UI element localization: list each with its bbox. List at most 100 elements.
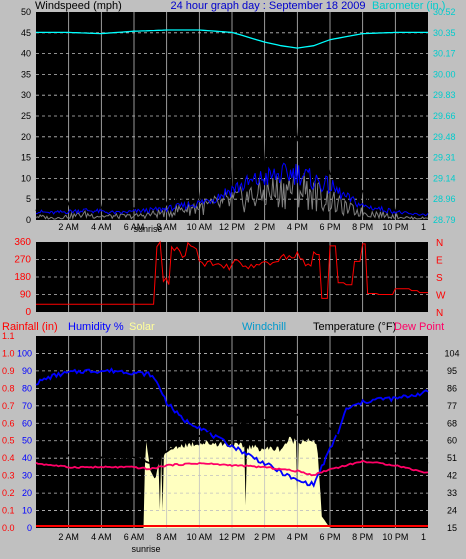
humidity-y-tick: 80 [22, 383, 32, 393]
rainfall-y-tick: 0.6 [2, 418, 15, 428]
rainfall-axis-label: Rainfall (in) [2, 321, 58, 333]
wind-x-tick: 4 AM [91, 222, 112, 232]
temperature-line [35, 412, 429, 465]
rainfall-y-ticks: 0.0 0.1 0.2 0.3 0.4 0.5 0.6 0.7 0.8 0.9 1.0 1.1 [2, 331, 15, 533]
barometer-y-ticks: 28.79 28.96 29.14 29.31 29.48 29.66 29.83 30.00… [433, 7, 456, 225]
rainfall-y-tick: 1.1 [2, 331, 15, 341]
sunrise-label-bottom: sunrise [131, 544, 160, 554]
temperature-y-ticks: 15 24 33 42 51 60 68 77 86 95 104 [444, 348, 459, 533]
temperature-y-tick: 24 [447, 506, 457, 516]
wind-y-tick: 25 [21, 111, 31, 121]
compass-tick: E [436, 256, 443, 267]
wind-lull-line [35, 168, 429, 221]
compass-tick: N [436, 308, 443, 319]
wind-y-tick: 5 [26, 194, 31, 204]
rainfall-y-tick: 0.1 [2, 506, 15, 516]
humidity-axis-label: Humidity % [68, 321, 124, 333]
humidity-line [35, 367, 429, 488]
direction-y-tick: 180 [14, 272, 31, 283]
humidity-y-tick: 70 [22, 401, 32, 411]
temperature-y-tick: 42 [447, 471, 457, 481]
rainfall-y-tick: 0.7 [2, 401, 15, 411]
temperature-y-tick: 95 [447, 366, 457, 376]
wind-y-tick: 50 [21, 7, 31, 17]
rainfall-y-tick: 0.5 [2, 436, 15, 446]
direction-grid [36, 242, 428, 312]
barometer-y-tick: 30.35 [433, 28, 456, 38]
wind-y-tick: 15 [21, 153, 31, 163]
temperature-axis-label: Temperature (°F) [313, 321, 396, 333]
climate-x-tick: 4 PM [287, 532, 308, 542]
dew-point-line [35, 459, 429, 477]
temperature-y-tick: 15 [447, 523, 457, 533]
barometer-y-tick: 30.52 [433, 7, 456, 17]
humidity-y-tick: 90 [22, 366, 32, 376]
direction-y-tick: 90 [20, 290, 32, 301]
temperature-y-tick: 68 [447, 418, 457, 428]
climate-x-tick: 4 AM [91, 532, 112, 542]
wind-y-tick: 35 [21, 69, 31, 79]
climate-series [35, 367, 429, 527]
dewpoint-axis-label: Dew Point [394, 321, 444, 333]
climate-x-tick: 6 PM [319, 532, 340, 542]
climate-x-tick: 8 AM [156, 532, 177, 542]
wind-y-tick: 20 [21, 132, 31, 142]
humidity-y-tick: 30 [22, 471, 32, 481]
windchill-axis-label: Windchill [242, 321, 286, 333]
barometer-y-tick: 29.83 [433, 90, 456, 100]
wind-x-tick: 1 [421, 222, 426, 232]
humidity-y-tick: 10 [22, 506, 32, 516]
rainfall-y-tick: 0.4 [2, 453, 15, 463]
climate-grid [36, 336, 428, 528]
barometer-y-tick: 29.31 [433, 153, 456, 163]
compass-tick: N [436, 238, 443, 249]
wind-x-tick: 6 PM [319, 222, 340, 232]
barometer-y-tick: 30.00 [433, 69, 456, 79]
climate-x-tick: 2 AM [58, 532, 79, 542]
humidity-y-ticks: 0 10 20 30 40 50 60 70 80 90 100 [17, 348, 32, 533]
direction-series [36, 240, 428, 305]
wind-x-tick: 10 AM [187, 222, 213, 232]
wind-x-tick: 2 PM [254, 222, 275, 232]
wind-series [35, 29, 429, 221]
compass-tick: S [436, 273, 443, 284]
rainfall-y-tick: 0.8 [2, 383, 15, 393]
wind-y-tick: 40 [21, 49, 31, 59]
temperature-y-tick: 60 [447, 436, 457, 446]
rainfall-y-tick: 0.0 [2, 523, 15, 533]
rainfall-y-tick: 0.9 [2, 366, 15, 376]
temperature-y-tick: 104 [444, 348, 459, 358]
direction-y-tick: 0 [25, 307, 31, 318]
wind-gust-line [35, 122, 429, 217]
barometer-y-tick: 28.96 [433, 194, 456, 204]
compass-tick: W [436, 291, 446, 302]
humidity-y-tick: 40 [22, 453, 32, 463]
climate-x-tick: 8 PM [352, 532, 373, 542]
wind-y-tick: 10 [21, 173, 31, 183]
wind-x-ticks: 2 AM 4 AM 6 AM 8 AM 10 AM 12 PM 2 PM 4 PM 6 PM 8 … [58, 222, 426, 232]
wind-x-tick: 4 PM [287, 222, 308, 232]
barometer-y-tick: 29.14 [433, 173, 456, 183]
wind-x-tick: 2 AM [58, 222, 79, 232]
wind-x-tick: 8 PM [352, 222, 373, 232]
humidity-y-tick: 100 [17, 348, 32, 358]
wind-x-tick: 8 AM [156, 222, 177, 232]
climate-x-tick: 12 PM [219, 532, 245, 542]
barometer-y-tick: 30.17 [433, 49, 456, 59]
wind-y-ticks: 0 5 10 15 20 25 30 35 40 45 50 [21, 7, 31, 225]
climate-x-tick: 10 PM [382, 532, 408, 542]
wind-y-tick: 0 [26, 215, 31, 225]
barometer-y-tick: 29.66 [433, 111, 456, 121]
barometer-y-tick: 29.48 [433, 132, 456, 142]
barometer-y-tick: 28.79 [433, 215, 456, 225]
humidity-y-tick: 60 [22, 418, 32, 428]
solar-axis-label: Solar [129, 321, 155, 333]
wind-y-tick: 45 [21, 28, 31, 38]
climate-x-tick: 10 AM [187, 532, 213, 542]
climate-x-tick: 2 PM [254, 532, 275, 542]
rainfall-y-tick: 0.3 [2, 471, 15, 481]
wind-average-line [35, 162, 429, 217]
humidity-y-tick: 50 [22, 436, 32, 446]
